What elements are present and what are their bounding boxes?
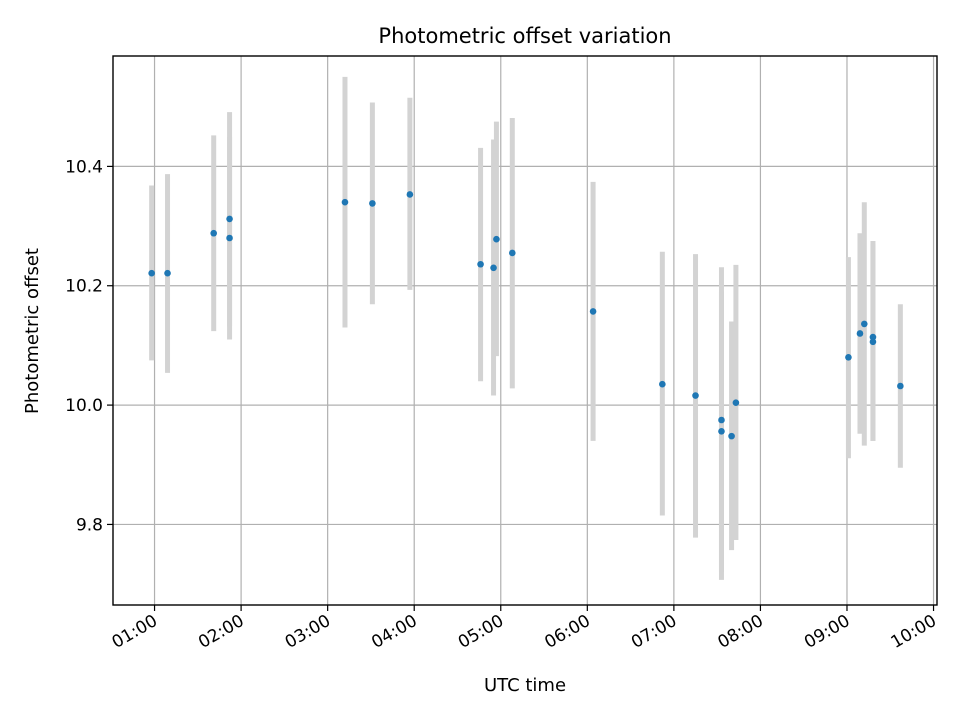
data-point <box>589 308 597 315</box>
x-axis-label: UTC time <box>484 675 566 696</box>
data-point <box>226 234 233 242</box>
data-point <box>897 382 904 390</box>
data-point <box>869 338 877 346</box>
data-point <box>856 330 864 337</box>
plot-frame <box>112 55 938 606</box>
data-point <box>718 428 725 435</box>
data-point <box>845 354 852 361</box>
y-axis-ticks: 9.8 10.0 10.2 10.4 <box>65 157 113 535</box>
data-point <box>477 260 484 268</box>
data-point <box>493 235 500 243</box>
data-points <box>148 191 904 440</box>
y-tick-label: 10.4 <box>65 157 103 177</box>
data-point <box>226 215 233 223</box>
data-point <box>164 269 171 277</box>
data-point <box>692 392 699 399</box>
y-tick-label: 9.8 <box>76 515 103 535</box>
y-tick-label: 10.0 <box>65 396 103 416</box>
data-point <box>732 399 740 407</box>
data-point <box>490 264 497 272</box>
data-point <box>728 432 735 440</box>
data-point <box>341 198 349 206</box>
data-point <box>509 249 516 257</box>
data-point <box>406 191 414 198</box>
data-point <box>659 380 666 388</box>
data-point <box>148 269 155 277</box>
data-point <box>210 229 217 237</box>
data-point <box>869 333 877 341</box>
data-point <box>718 416 725 424</box>
data-point <box>369 200 376 207</box>
y-tick-label: 10.2 <box>65 277 103 297</box>
y-axis-label: Photometric offset <box>22 248 43 414</box>
chart-title: Photometric offset variation <box>378 24 671 48</box>
grid <box>113 56 937 605</box>
data-point <box>860 320 868 328</box>
